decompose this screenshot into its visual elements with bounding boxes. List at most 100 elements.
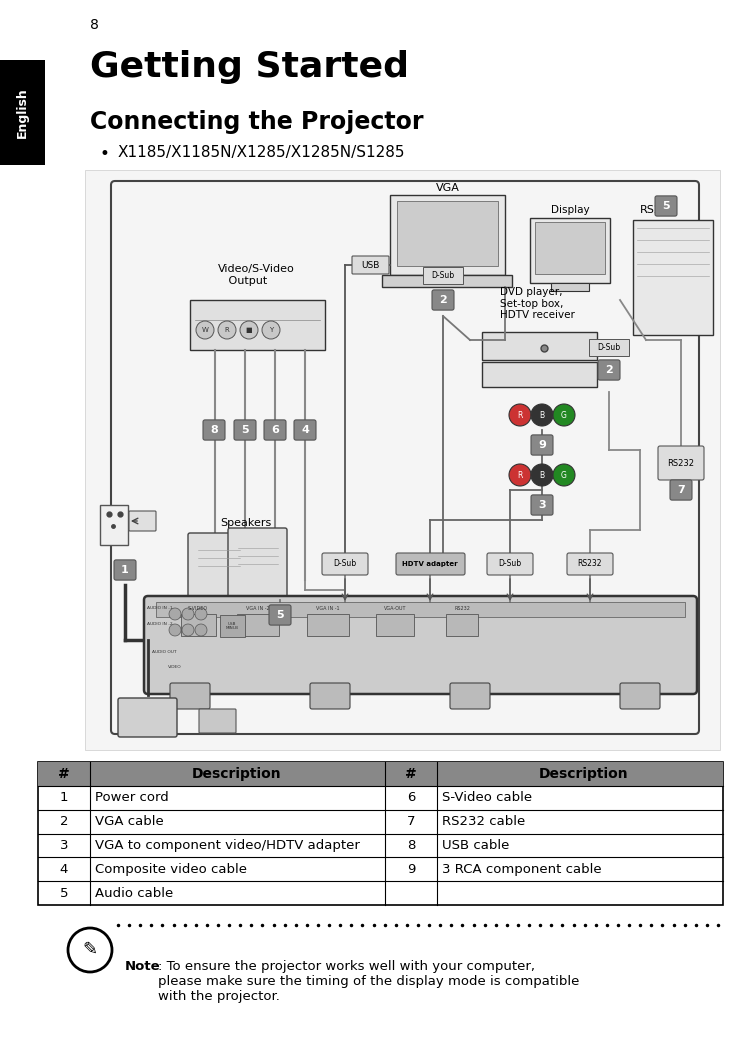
Text: 3: 3 bbox=[538, 500, 546, 510]
Circle shape bbox=[218, 321, 236, 339]
Text: 5: 5 bbox=[662, 201, 670, 211]
FancyBboxPatch shape bbox=[655, 196, 677, 216]
Text: R: R bbox=[517, 411, 523, 419]
Text: #: # bbox=[405, 767, 417, 781]
Text: USB
MINI-B: USB MINI-B bbox=[225, 621, 239, 631]
Text: 5: 5 bbox=[276, 610, 284, 620]
Text: Connecting the Projector: Connecting the Projector bbox=[90, 110, 424, 134]
Text: USB cable: USB cable bbox=[442, 839, 509, 852]
Text: S-VIDEO: S-VIDEO bbox=[188, 605, 208, 611]
Circle shape bbox=[195, 624, 207, 636]
Text: Power cord: Power cord bbox=[95, 791, 169, 804]
Circle shape bbox=[68, 928, 112, 972]
Bar bbox=[551, 283, 589, 291]
Text: S-Video cable: S-Video cable bbox=[442, 791, 532, 804]
FancyBboxPatch shape bbox=[589, 339, 629, 356]
FancyBboxPatch shape bbox=[269, 604, 291, 625]
Text: 7: 7 bbox=[677, 485, 685, 495]
Bar bbox=[376, 614, 414, 636]
Text: 8: 8 bbox=[90, 18, 99, 32]
Circle shape bbox=[262, 321, 280, 339]
Circle shape bbox=[531, 404, 553, 426]
Bar bbox=[181, 614, 216, 636]
Text: Speakers: Speakers bbox=[220, 518, 271, 528]
Text: G: G bbox=[561, 411, 567, 419]
Text: VGA to component video/HDTV adapter: VGA to component video/HDTV adapter bbox=[95, 839, 360, 852]
Bar bbox=[390, 195, 505, 275]
Text: RS232 cable: RS232 cable bbox=[442, 815, 525, 828]
FancyBboxPatch shape bbox=[531, 435, 553, 455]
Text: AUDIO IN -2: AUDIO IN -2 bbox=[147, 622, 173, 625]
Bar bbox=[38, 762, 723, 905]
Bar bbox=[530, 218, 610, 283]
Text: Note: Note bbox=[125, 960, 161, 973]
Text: B: B bbox=[539, 411, 544, 419]
Text: 5: 5 bbox=[60, 887, 68, 899]
Bar bbox=[85, 170, 720, 750]
Bar bbox=[633, 220, 713, 335]
FancyBboxPatch shape bbox=[658, 446, 704, 480]
FancyBboxPatch shape bbox=[294, 420, 316, 440]
FancyBboxPatch shape bbox=[264, 420, 286, 440]
Bar bbox=[38, 762, 723, 786]
Text: 1: 1 bbox=[121, 565, 129, 575]
Text: VGA-OUT: VGA-OUT bbox=[384, 605, 406, 611]
FancyBboxPatch shape bbox=[432, 290, 454, 310]
Text: R: R bbox=[517, 471, 523, 479]
Text: 8: 8 bbox=[210, 425, 218, 435]
Text: D-Sub: D-Sub bbox=[333, 559, 357, 569]
Text: ■: ■ bbox=[246, 327, 252, 333]
Text: Y: Y bbox=[269, 327, 273, 333]
Bar bbox=[220, 615, 245, 637]
Text: RS232: RS232 bbox=[668, 458, 695, 468]
Text: English: English bbox=[16, 87, 29, 138]
Text: 1: 1 bbox=[60, 791, 68, 804]
Circle shape bbox=[509, 404, 531, 426]
FancyBboxPatch shape bbox=[228, 528, 287, 597]
Circle shape bbox=[531, 464, 553, 486]
Circle shape bbox=[182, 624, 194, 636]
Text: #: # bbox=[58, 767, 70, 781]
FancyBboxPatch shape bbox=[129, 511, 156, 531]
Bar bbox=[482, 332, 597, 360]
Text: AUDIO IN -1: AUDIO IN -1 bbox=[147, 605, 173, 610]
Text: VGA cable: VGA cable bbox=[95, 815, 164, 828]
FancyBboxPatch shape bbox=[234, 420, 256, 440]
Circle shape bbox=[195, 608, 207, 620]
FancyBboxPatch shape bbox=[170, 683, 210, 709]
FancyBboxPatch shape bbox=[118, 698, 177, 737]
FancyBboxPatch shape bbox=[310, 683, 350, 709]
Bar bbox=[237, 614, 279, 636]
Text: VGA: VGA bbox=[436, 183, 460, 193]
FancyBboxPatch shape bbox=[188, 533, 247, 602]
Text: AUDIO OUT: AUDIO OUT bbox=[152, 650, 176, 654]
Text: 3: 3 bbox=[60, 839, 68, 852]
Text: D-Sub: D-Sub bbox=[431, 271, 454, 279]
FancyBboxPatch shape bbox=[598, 360, 620, 380]
Text: B: B bbox=[539, 471, 544, 479]
Text: 2: 2 bbox=[439, 295, 447, 305]
Text: RS232: RS232 bbox=[454, 605, 470, 611]
Text: Display: Display bbox=[550, 205, 590, 215]
Circle shape bbox=[169, 608, 181, 620]
Circle shape bbox=[240, 321, 258, 339]
Circle shape bbox=[509, 464, 531, 486]
Text: RS232: RS232 bbox=[578, 559, 602, 569]
Text: : To ensure the projector works well with your computer,
please make sure the ti: : To ensure the projector works well wit… bbox=[158, 960, 579, 1004]
Text: 9: 9 bbox=[407, 862, 415, 876]
Text: 7: 7 bbox=[407, 815, 415, 828]
Text: 3 RCA component cable: 3 RCA component cable bbox=[442, 862, 602, 876]
Text: W: W bbox=[201, 327, 209, 333]
FancyBboxPatch shape bbox=[322, 553, 368, 575]
Bar bbox=[190, 300, 325, 350]
FancyBboxPatch shape bbox=[396, 553, 465, 575]
Bar bbox=[482, 362, 597, 388]
Text: VGA IN -2: VGA IN -2 bbox=[246, 605, 270, 611]
FancyBboxPatch shape bbox=[352, 256, 389, 274]
Bar bbox=[0, 60, 45, 165]
Text: USB: USB bbox=[360, 260, 379, 270]
FancyBboxPatch shape bbox=[567, 553, 613, 575]
Text: 2: 2 bbox=[605, 365, 613, 375]
FancyBboxPatch shape bbox=[114, 560, 136, 580]
Text: 5: 5 bbox=[241, 425, 249, 435]
